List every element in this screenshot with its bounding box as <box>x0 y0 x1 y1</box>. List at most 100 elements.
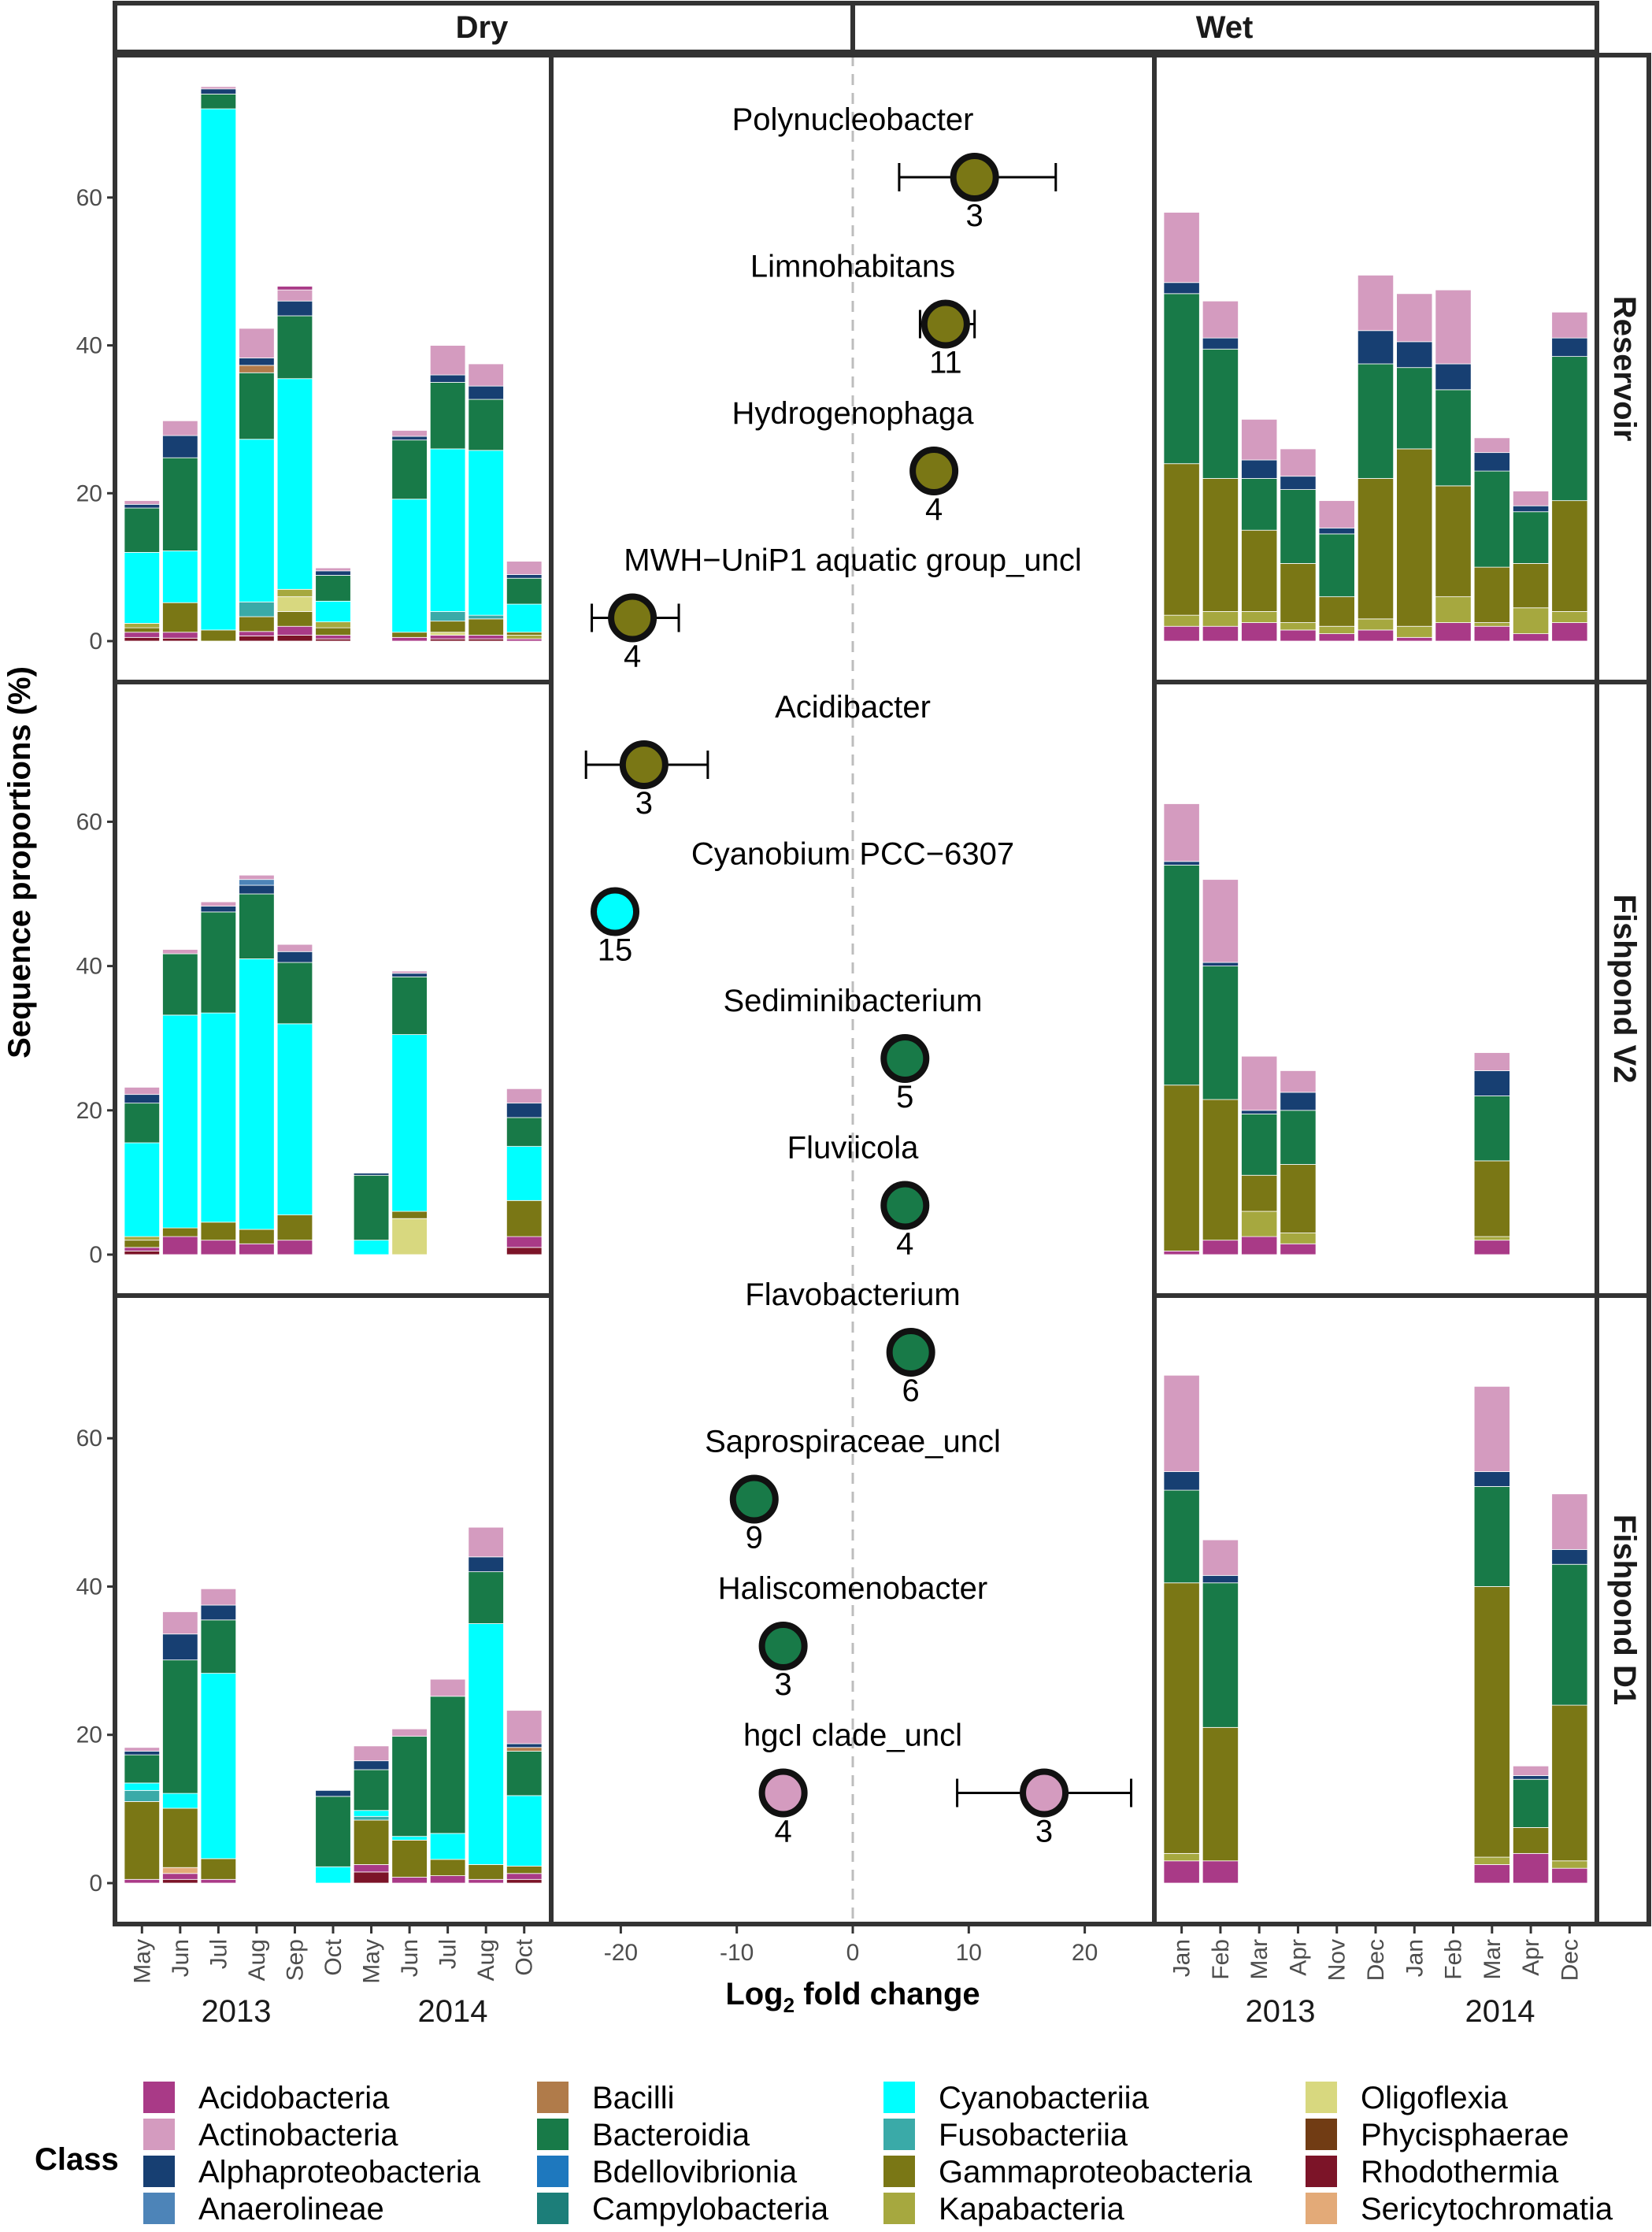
legend-swatch <box>1306 2193 1337 2224</box>
y-tick-label: 40 <box>76 1574 102 1600</box>
bar-segment <box>1513 1775 1550 1780</box>
bar-segment <box>124 632 161 638</box>
bar-segment <box>468 1864 504 1880</box>
bar-segment <box>506 632 543 636</box>
bar-segment <box>1551 337 1588 358</box>
x-axis-label: Log2 fold change <box>725 1977 980 2017</box>
bar-segment <box>1202 962 1239 967</box>
y-tick-label: 20 <box>76 1098 102 1124</box>
bar-segment <box>353 1240 390 1255</box>
bar-segment <box>468 618 504 636</box>
bar-segment <box>239 1243 275 1255</box>
bar-segment <box>1163 293 1200 465</box>
bar-segment <box>468 638 504 642</box>
y-tick-label: 60 <box>76 809 102 835</box>
legend-swatch <box>537 2193 569 2224</box>
bar-segment <box>124 1247 161 1251</box>
bar-segment <box>239 601 275 617</box>
bar-segment <box>506 1103 543 1118</box>
bar-segment <box>1163 282 1200 295</box>
bar-segment <box>1513 1852 1550 1884</box>
bar-segment <box>1473 622 1510 627</box>
y-tick-label: 40 <box>76 333 102 359</box>
bar-segment <box>1202 625 1239 642</box>
bar-segment <box>1241 1055 1278 1111</box>
bar-segment <box>1357 618 1395 631</box>
x-axis-label-sub: 2 <box>783 1993 795 2017</box>
year-label: 2013 <box>202 1994 272 2029</box>
x-tick-label: Dec <box>1557 1939 1583 1981</box>
x-tick-label: Jun <box>168 1939 194 1977</box>
bar-segment <box>468 635 504 640</box>
bar-segment <box>429 638 466 642</box>
bar-segment <box>276 944 313 952</box>
count-label: 3 <box>635 786 653 821</box>
bar-segment <box>1551 611 1588 623</box>
bar-segment <box>1357 478 1395 620</box>
dry-x-axis: May Jun Jul Aug Sep Oct May Jun Jul Aug Oct 2013 201… <box>129 1924 538 2029</box>
bar-segment <box>506 1247 543 1255</box>
bar-segment <box>1241 1174 1278 1212</box>
fold-change-panel: Polynucleobacter 3 Limnohabitans 11 Hydrogen… <box>549 53 1157 1926</box>
bar-segment <box>506 1878 543 1884</box>
legend-swatch <box>883 2193 915 2224</box>
bar-segment <box>506 638 543 642</box>
y-tick-label: 0 <box>89 1871 102 1896</box>
bar-segment <box>1551 1704 1588 1862</box>
genus-label: Saprospiraceae_uncl <box>705 1425 1001 1459</box>
bar-segment <box>200 1673 237 1859</box>
bar-segment <box>124 623 161 628</box>
bar-segment <box>1202 611 1239 627</box>
bar-segment <box>200 629 237 642</box>
bar-segment <box>276 315 313 380</box>
legend-label: Sericytochromatia <box>1361 2192 1613 2226</box>
bar-segment <box>1163 1084 1200 1251</box>
bar-segment <box>1513 1765 1550 1776</box>
bar-segment <box>1280 1070 1317 1093</box>
bar-segment <box>1202 348 1239 479</box>
bar-segment <box>1473 1856 1510 1865</box>
bar-panel: 0 20 40 60 <box>76 53 554 684</box>
legend-swatch <box>1306 2082 1337 2113</box>
legend-item: Oligoflexia <box>1306 2081 1509 2115</box>
bar-segment <box>1318 500 1355 528</box>
bar-segment <box>1551 311 1588 339</box>
bar-segment <box>429 635 466 640</box>
bar-segment <box>506 1865 543 1874</box>
bar-segment <box>124 500 161 505</box>
legend-swatch <box>883 2156 915 2187</box>
bar-segment <box>1241 1211 1278 1237</box>
bar-segment <box>162 602 198 633</box>
legend-label: Kapabacteria <box>939 2192 1124 2226</box>
bar-segment <box>391 1877 428 1884</box>
genus-label: Cyanobium PCC−6307 <box>691 837 1014 872</box>
legend-label: Cyanobacteriia <box>939 2081 1150 2115</box>
legend-swatch <box>1306 2119 1337 2150</box>
bar-segment <box>1473 1160 1510 1237</box>
bar-segment <box>1202 337 1239 350</box>
bar-panel: 0 20 40 60 <box>76 680 554 1298</box>
bar-segment <box>1241 419 1278 461</box>
bar-segment <box>1357 363 1395 479</box>
y-tick-label: 40 <box>76 954 102 980</box>
bar-segment <box>162 632 198 639</box>
legend-item: Campylobacteria <box>537 2192 829 2226</box>
fold-point <box>619 740 669 789</box>
bar-segment <box>200 93 237 109</box>
bar-segment <box>468 1571 504 1624</box>
strip-dry: Dry <box>456 10 509 45</box>
bar-segment <box>1357 274 1395 332</box>
bar-segment <box>1241 622 1278 642</box>
x-tick-label: 10 <box>956 1940 982 1966</box>
bar-segment <box>1163 1374 1200 1472</box>
bar-segment <box>1163 463 1200 616</box>
count-label: 4 <box>624 640 641 674</box>
bar-segment <box>315 600 351 622</box>
bar-segment <box>200 88 237 95</box>
bar-segment <box>239 372 275 440</box>
fold-point <box>1020 1768 1069 1818</box>
bar-segment <box>162 1873 198 1880</box>
fold-point <box>920 299 970 349</box>
bar-segment <box>391 436 428 441</box>
